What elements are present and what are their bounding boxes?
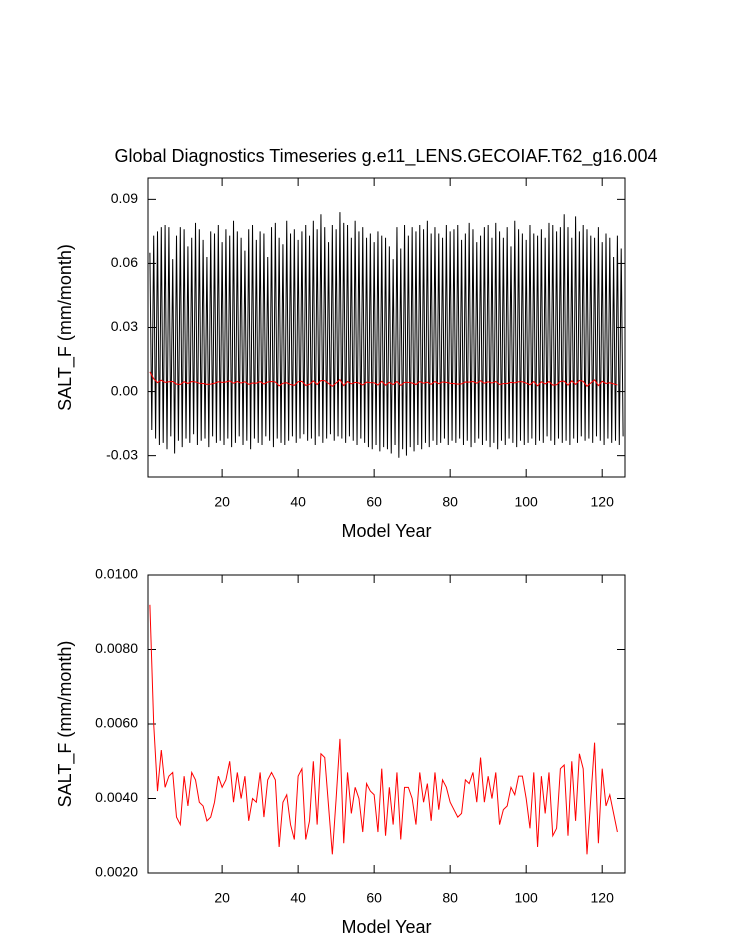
- x-tick-label: 80: [442, 890, 458, 906]
- x-tick-label: 80: [442, 494, 458, 510]
- y-axis-label: SALT_F (mm/month): [55, 641, 76, 808]
- chart-title: Global Diagnostics Timeseries g.e11_LENS…: [115, 146, 658, 167]
- y-tick-label: 0.03: [111, 318, 138, 334]
- data-line: [149, 604, 618, 855]
- x-tick-label: 20: [214, 890, 230, 906]
- x-tick-label: 120: [591, 494, 615, 510]
- x-tick-label: 60: [366, 494, 382, 510]
- y-tick-label: 0.0080: [95, 640, 138, 656]
- y-tick-label: 0.06: [111, 254, 138, 270]
- data-line: [149, 212, 624, 458]
- y-tick-label: 0.0020: [95, 864, 138, 880]
- x-axis-label: Model Year: [341, 521, 431, 541]
- x-tick-label: 100: [514, 494, 538, 510]
- x-tick-label: 100: [514, 890, 538, 906]
- data-line: [149, 371, 618, 387]
- y-tick-label: -0.03: [106, 446, 138, 462]
- y-tick-label: 0.09: [111, 190, 138, 206]
- x-tick-label: 20: [214, 494, 230, 510]
- x-tick-label: 40: [290, 890, 306, 906]
- y-tick-label: 0.0100: [95, 566, 138, 582]
- y-tick-label: 0.00: [111, 382, 138, 398]
- x-tick-label: 120: [591, 890, 615, 906]
- x-tick-label: 40: [290, 494, 306, 510]
- y-tick-label: 0.0060: [95, 715, 138, 731]
- y-tick-label: 0.0040: [95, 789, 138, 805]
- x-axis-label: Model Year: [341, 917, 431, 937]
- x-tick-label: 60: [366, 890, 382, 906]
- y-axis-label: SALT_F (mm/month): [55, 244, 76, 411]
